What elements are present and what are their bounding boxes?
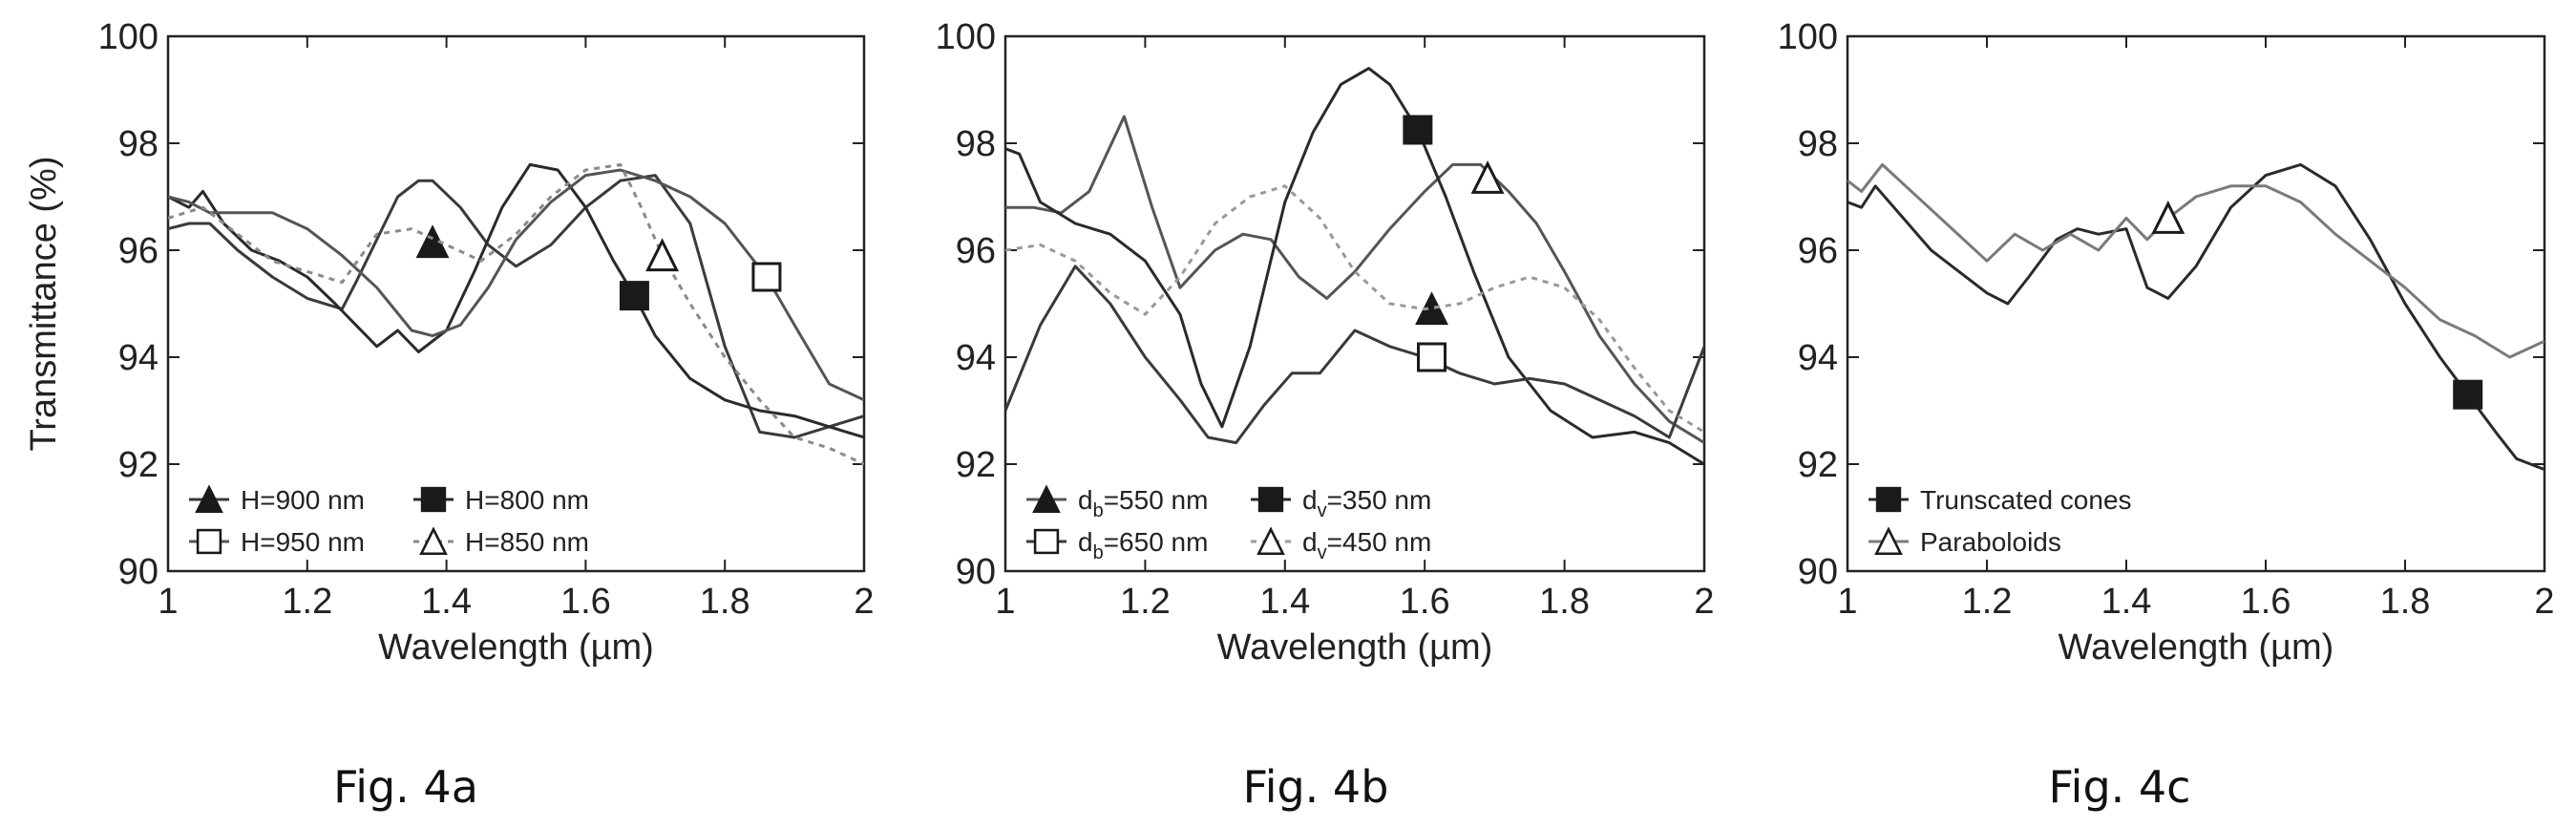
series-marker-1 bbox=[1415, 291, 1448, 326]
series-line-2 bbox=[168, 162, 864, 439]
y-tick-label: 98 bbox=[118, 124, 158, 164]
series-line-4 bbox=[1005, 184, 1704, 434]
x-tick-label: 1 bbox=[995, 582, 1015, 622]
legend-marker bbox=[1257, 486, 1284, 513]
x-tick-label: 2 bbox=[1694, 582, 1714, 622]
y-tick-label: 94 bbox=[118, 338, 158, 378]
series-line-2 bbox=[1005, 67, 1704, 466]
chart-panel-c: 90 92 94 96 98 100 1 1.2 1.4 1.6 1.8 2 Wavelength (µ… bbox=[1778, 17, 2555, 813]
series-line-4 bbox=[168, 162, 864, 466]
series-marker-2 bbox=[619, 281, 649, 311]
x-tick-label: 1.2 bbox=[1120, 582, 1171, 622]
legend-marker bbox=[1875, 486, 1902, 513]
plot-frame bbox=[1003, 34, 1706, 573]
legend: db=550 nm dv=350 nm db=650 nm dv=450 nm bbox=[1026, 484, 1431, 563]
series-marker-1 bbox=[2453, 379, 2483, 410]
legend: Trunscated cones Paraboloids bbox=[1869, 485, 2132, 557]
y-tick-label: 100 bbox=[1778, 17, 1838, 57]
plot-frame bbox=[1846, 34, 2546, 573]
x-tick-label: 2 bbox=[2534, 582, 2554, 622]
x-tick-label: 1.4 bbox=[2101, 582, 2152, 622]
legend-marker bbox=[1256, 526, 1285, 556]
chart-panel-b: 90 92 94 96 98 100 1 1.2 1.4 1.6 1.8 2 Wavelength (µ… bbox=[936, 17, 1715, 813]
y-tick-label: 96 bbox=[956, 231, 996, 271]
x-tick-label: 1.6 bbox=[560, 582, 611, 622]
legend-marker bbox=[195, 484, 223, 514]
y-tick-label: 96 bbox=[118, 231, 158, 271]
y-tick-label: 98 bbox=[1798, 124, 1838, 164]
x-axis-label: Wavelength (µm) bbox=[1217, 627, 1493, 668]
x-tick-label: 1.8 bbox=[2380, 582, 2431, 622]
series-line-1 bbox=[1848, 162, 2544, 472]
legend-label: H=850 nm bbox=[465, 527, 589, 557]
legend-marker bbox=[420, 486, 447, 513]
x-tick-label: 1.4 bbox=[1259, 582, 1310, 622]
legend-label: Paraboloids bbox=[1920, 527, 2061, 557]
y-axis-label: Transmittance (%) bbox=[24, 157, 64, 452]
legend-label: H=800 nm bbox=[465, 485, 589, 515]
legend-marker bbox=[1032, 484, 1061, 514]
x-tick-label: 1.6 bbox=[2241, 582, 2291, 622]
y-tick-label: 94 bbox=[956, 338, 996, 378]
y-tick-label: 100 bbox=[936, 17, 996, 57]
x-tick-label: 1.2 bbox=[1962, 582, 2013, 622]
series-line-2 bbox=[1848, 162, 2544, 359]
series-line-3 bbox=[1005, 265, 1704, 445]
series-marker-4 bbox=[645, 238, 680, 272]
figure-caption: Fig. 4b bbox=[1243, 761, 1389, 813]
y-tick-label: 94 bbox=[1798, 338, 1838, 378]
y-tick-label: 96 bbox=[1798, 231, 1838, 271]
series-marker-2 bbox=[2151, 201, 2185, 234]
y-tick-label: 90 bbox=[1798, 552, 1838, 592]
legend-label: Trunscated cones bbox=[1920, 485, 2132, 515]
x-axis-label: Wavelength (µm) bbox=[378, 627, 654, 668]
y-tick-label: 90 bbox=[118, 552, 158, 592]
y-tick-label: 92 bbox=[118, 445, 158, 485]
y-tick-label: 100 bbox=[98, 17, 158, 57]
series-line-1 bbox=[168, 174, 864, 439]
legend-label: H=950 nm bbox=[241, 527, 365, 557]
legend-marker bbox=[1874, 526, 1903, 556]
x-tick-label: 2 bbox=[854, 582, 874, 622]
x-tick-label: 1.8 bbox=[1539, 582, 1590, 622]
plot-frame bbox=[166, 34, 866, 573]
x-tick-label: 1.4 bbox=[421, 582, 472, 622]
series-marker-4 bbox=[1470, 160, 1505, 194]
y-tick-label: 92 bbox=[1798, 445, 1838, 485]
x-tick-label: 1 bbox=[158, 582, 178, 622]
x-axis-label: Wavelength (µm) bbox=[2059, 627, 2334, 668]
legend-label: H=900 nm bbox=[241, 485, 365, 515]
legend-marker bbox=[419, 526, 448, 556]
series-marker-3 bbox=[751, 262, 782, 292]
y-tick-label: 98 bbox=[956, 124, 996, 164]
figure-caption: Fig. 4c bbox=[2049, 761, 2191, 813]
legend-label: db=650 nm bbox=[1078, 527, 1208, 563]
series-line-1 bbox=[1005, 115, 1704, 444]
legend-label: dv=350 nm bbox=[1302, 485, 1431, 521]
series-marker-2 bbox=[1403, 115, 1433, 145]
figure-caption: Fig. 4a bbox=[333, 761, 478, 813]
x-tick-label: 1 bbox=[1837, 582, 1857, 622]
y-tick-label: 90 bbox=[956, 552, 996, 592]
x-tick-label: 1.8 bbox=[700, 582, 750, 622]
legend-marker bbox=[1033, 528, 1060, 555]
chart-panel-a: 90 92 94 96 98 100 1 1.2 1.4 1.6 1.8 2 Wavelength (µ… bbox=[24, 17, 875, 813]
legend-label: db=550 nm bbox=[1078, 485, 1208, 521]
series-marker-3 bbox=[1417, 342, 1447, 372]
y-tick-label: 92 bbox=[956, 445, 996, 485]
legend-label: dv=450 nm bbox=[1302, 527, 1431, 563]
legend: H=900 nm H=800 nm H=950 nm H=850 nm bbox=[189, 484, 589, 557]
legend-marker bbox=[196, 528, 222, 555]
series-line-3 bbox=[168, 168, 864, 402]
x-tick-label: 1.6 bbox=[1400, 582, 1450, 622]
x-tick-label: 1.2 bbox=[282, 582, 332, 622]
